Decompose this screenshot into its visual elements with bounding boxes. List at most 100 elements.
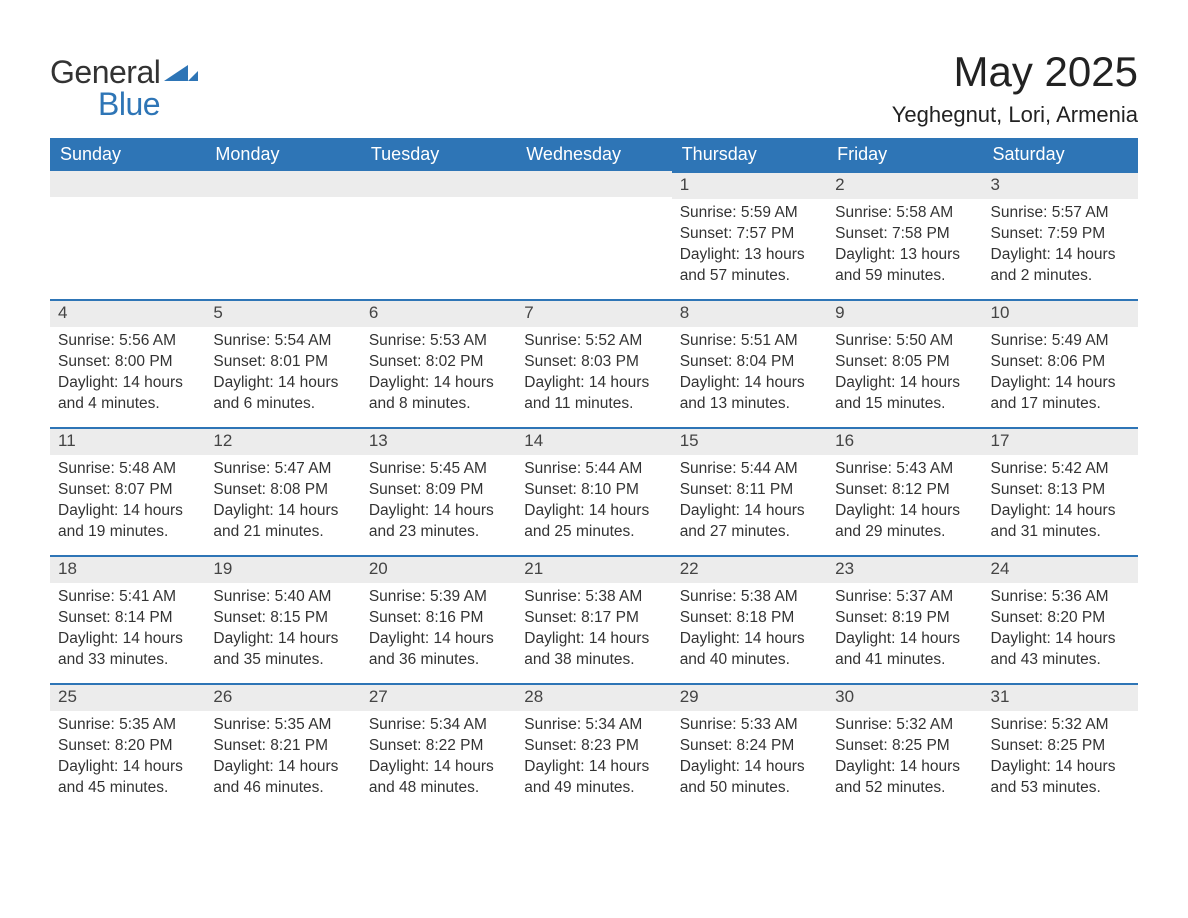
daylight-line-2: and 17 minutes. <box>991 394 1130 415</box>
day-number-bar: 30 <box>827 683 982 711</box>
daylight-line-1: Daylight: 14 hours <box>991 373 1130 394</box>
calendar-day-cell: 28Sunrise: 5:34 AMSunset: 8:23 PMDayligh… <box>516 683 671 811</box>
calendar-page: General Blue May 2025 Yeghegnut, Lori, A… <box>0 0 1188 918</box>
calendar-day-cell: 7Sunrise: 5:52 AMSunset: 8:03 PMDaylight… <box>516 299 671 427</box>
weekday-header: Friday <box>827 138 982 171</box>
calendar-day-cell: 9Sunrise: 5:50 AMSunset: 8:05 PMDaylight… <box>827 299 982 427</box>
daylight-line-1: Daylight: 14 hours <box>680 757 819 778</box>
sunrise-line: Sunrise: 5:47 AM <box>213 459 352 480</box>
day-content: Sunrise: 5:53 AMSunset: 8:02 PMDaylight:… <box>361 327 516 415</box>
daylight-line-1: Daylight: 14 hours <box>991 245 1130 266</box>
calendar-day-cell: 8Sunrise: 5:51 AMSunset: 8:04 PMDaylight… <box>672 299 827 427</box>
daylight-line-2: and 8 minutes. <box>369 394 508 415</box>
day-number-bar: 7 <box>516 299 671 327</box>
calendar-day-cell: 21Sunrise: 5:38 AMSunset: 8:17 PMDayligh… <box>516 555 671 683</box>
day-content: Sunrise: 5:44 AMSunset: 8:11 PMDaylight:… <box>672 455 827 543</box>
sunset-line: Sunset: 8:18 PM <box>680 608 819 629</box>
day-content: Sunrise: 5:35 AMSunset: 8:20 PMDaylight:… <box>50 711 205 799</box>
daylight-line-1: Daylight: 14 hours <box>680 629 819 650</box>
title-block: May 2025 Yeghegnut, Lori, Armenia <box>892 48 1138 138</box>
day-number-bar: 18 <box>50 555 205 583</box>
calendar-day-cell: 2Sunrise: 5:58 AMSunset: 7:58 PMDaylight… <box>827 171 982 299</box>
sunset-line: Sunset: 8:12 PM <box>835 480 974 501</box>
daylight-line-1: Daylight: 14 hours <box>369 757 508 778</box>
day-number-bar: 8 <box>672 299 827 327</box>
day-content: Sunrise: 5:34 AMSunset: 8:23 PMDaylight:… <box>516 711 671 799</box>
sunset-line: Sunset: 8:16 PM <box>369 608 508 629</box>
day-content: Sunrise: 5:38 AMSunset: 8:17 PMDaylight:… <box>516 583 671 671</box>
day-content: Sunrise: 5:40 AMSunset: 8:15 PMDaylight:… <box>205 583 360 671</box>
day-content: Sunrise: 5:35 AMSunset: 8:21 PMDaylight:… <box>205 711 360 799</box>
sunrise-line: Sunrise: 5:49 AM <box>991 331 1130 352</box>
daylight-line-1: Daylight: 14 hours <box>58 757 197 778</box>
sunrise-line: Sunrise: 5:36 AM <box>991 587 1130 608</box>
day-number-bar: 29 <box>672 683 827 711</box>
daylight-line-1: Daylight: 14 hours <box>524 757 663 778</box>
weekday-header: Saturday <box>983 138 1138 171</box>
day-content: Sunrise: 5:47 AMSunset: 8:08 PMDaylight:… <box>205 455 360 543</box>
calendar-day-cell: 20Sunrise: 5:39 AMSunset: 8:16 PMDayligh… <box>361 555 516 683</box>
day-number-bar <box>50 171 205 197</box>
daylight-line-1: Daylight: 14 hours <box>58 629 197 650</box>
calendar-week-row: 1Sunrise: 5:59 AMSunset: 7:57 PMDaylight… <box>50 171 1138 299</box>
day-content: Sunrise: 5:54 AMSunset: 8:01 PMDaylight:… <box>205 327 360 415</box>
sunrise-line: Sunrise: 5:34 AM <box>369 715 508 736</box>
calendar-day-cell: 29Sunrise: 5:33 AMSunset: 8:24 PMDayligh… <box>672 683 827 811</box>
daylight-line-1: Daylight: 14 hours <box>213 757 352 778</box>
sunrise-line: Sunrise: 5:51 AM <box>680 331 819 352</box>
calendar-day-cell <box>50 171 205 299</box>
sunset-line: Sunset: 8:25 PM <box>991 736 1130 757</box>
calendar-day-cell: 12Sunrise: 5:47 AMSunset: 8:08 PMDayligh… <box>205 427 360 555</box>
day-number-bar: 17 <box>983 427 1138 455</box>
daylight-line-2: and 49 minutes. <box>524 778 663 799</box>
day-number-bar: 1 <box>672 171 827 199</box>
calendar-day-cell <box>205 171 360 299</box>
sunrise-line: Sunrise: 5:58 AM <box>835 203 974 224</box>
sunrise-line: Sunrise: 5:38 AM <box>680 587 819 608</box>
logo-triangle-icon <box>164 54 198 86</box>
day-content: Sunrise: 5:49 AMSunset: 8:06 PMDaylight:… <box>983 327 1138 415</box>
sunset-line: Sunset: 8:08 PM <box>213 480 352 501</box>
sunset-line: Sunset: 8:17 PM <box>524 608 663 629</box>
daylight-line-2: and 23 minutes. <box>369 522 508 543</box>
sunrise-line: Sunrise: 5:38 AM <box>524 587 663 608</box>
day-content: Sunrise: 5:44 AMSunset: 8:10 PMDaylight:… <box>516 455 671 543</box>
location-subtitle: Yeghegnut, Lori, Armenia <box>892 102 1138 128</box>
calendar-body: 1Sunrise: 5:59 AMSunset: 7:57 PMDaylight… <box>50 171 1138 811</box>
day-content: Sunrise: 5:32 AMSunset: 8:25 PMDaylight:… <box>983 711 1138 799</box>
daylight-line-1: Daylight: 14 hours <box>991 629 1130 650</box>
calendar-day-cell: 19Sunrise: 5:40 AMSunset: 8:15 PMDayligh… <box>205 555 360 683</box>
daylight-line-2: and 4 minutes. <box>58 394 197 415</box>
sunset-line: Sunset: 8:04 PM <box>680 352 819 373</box>
calendar-header: SundayMondayTuesdayWednesdayThursdayFrid… <box>50 138 1138 171</box>
daylight-line-2: and 31 minutes. <box>991 522 1130 543</box>
weekday-header: Sunday <box>50 138 205 171</box>
daylight-line-1: Daylight: 14 hours <box>991 501 1130 522</box>
day-number-bar: 9 <box>827 299 982 327</box>
calendar-day-cell: 31Sunrise: 5:32 AMSunset: 8:25 PMDayligh… <box>983 683 1138 811</box>
sunset-line: Sunset: 8:05 PM <box>835 352 974 373</box>
day-number-bar: 22 <box>672 555 827 583</box>
calendar-day-cell: 3Sunrise: 5:57 AMSunset: 7:59 PMDaylight… <box>983 171 1138 299</box>
daylight-line-1: Daylight: 14 hours <box>524 501 663 522</box>
calendar-day-cell: 17Sunrise: 5:42 AMSunset: 8:13 PMDayligh… <box>983 427 1138 555</box>
logo-text: General Blue <box>50 56 198 120</box>
calendar-day-cell: 10Sunrise: 5:49 AMSunset: 8:06 PMDayligh… <box>983 299 1138 427</box>
day-content: Sunrise: 5:41 AMSunset: 8:14 PMDaylight:… <box>50 583 205 671</box>
daylight-line-2: and 33 minutes. <box>58 650 197 671</box>
daylight-line-2: and 45 minutes. <box>58 778 197 799</box>
day-number-bar: 28 <box>516 683 671 711</box>
sunrise-line: Sunrise: 5:50 AM <box>835 331 974 352</box>
sunset-line: Sunset: 7:59 PM <box>991 224 1130 245</box>
sunset-line: Sunset: 7:58 PM <box>835 224 974 245</box>
sunrise-line: Sunrise: 5:35 AM <box>58 715 197 736</box>
daylight-line-1: Daylight: 14 hours <box>213 501 352 522</box>
sunrise-line: Sunrise: 5:54 AM <box>213 331 352 352</box>
sunrise-line: Sunrise: 5:44 AM <box>524 459 663 480</box>
daylight-line-2: and 59 minutes. <box>835 266 974 287</box>
sunset-line: Sunset: 8:06 PM <box>991 352 1130 373</box>
calendar-week-row: 18Sunrise: 5:41 AMSunset: 8:14 PMDayligh… <box>50 555 1138 683</box>
calendar-day-cell: 25Sunrise: 5:35 AMSunset: 8:20 PMDayligh… <box>50 683 205 811</box>
calendar-week-row: 25Sunrise: 5:35 AMSunset: 8:20 PMDayligh… <box>50 683 1138 811</box>
calendar-day-cell: 4Sunrise: 5:56 AMSunset: 8:00 PMDaylight… <box>50 299 205 427</box>
